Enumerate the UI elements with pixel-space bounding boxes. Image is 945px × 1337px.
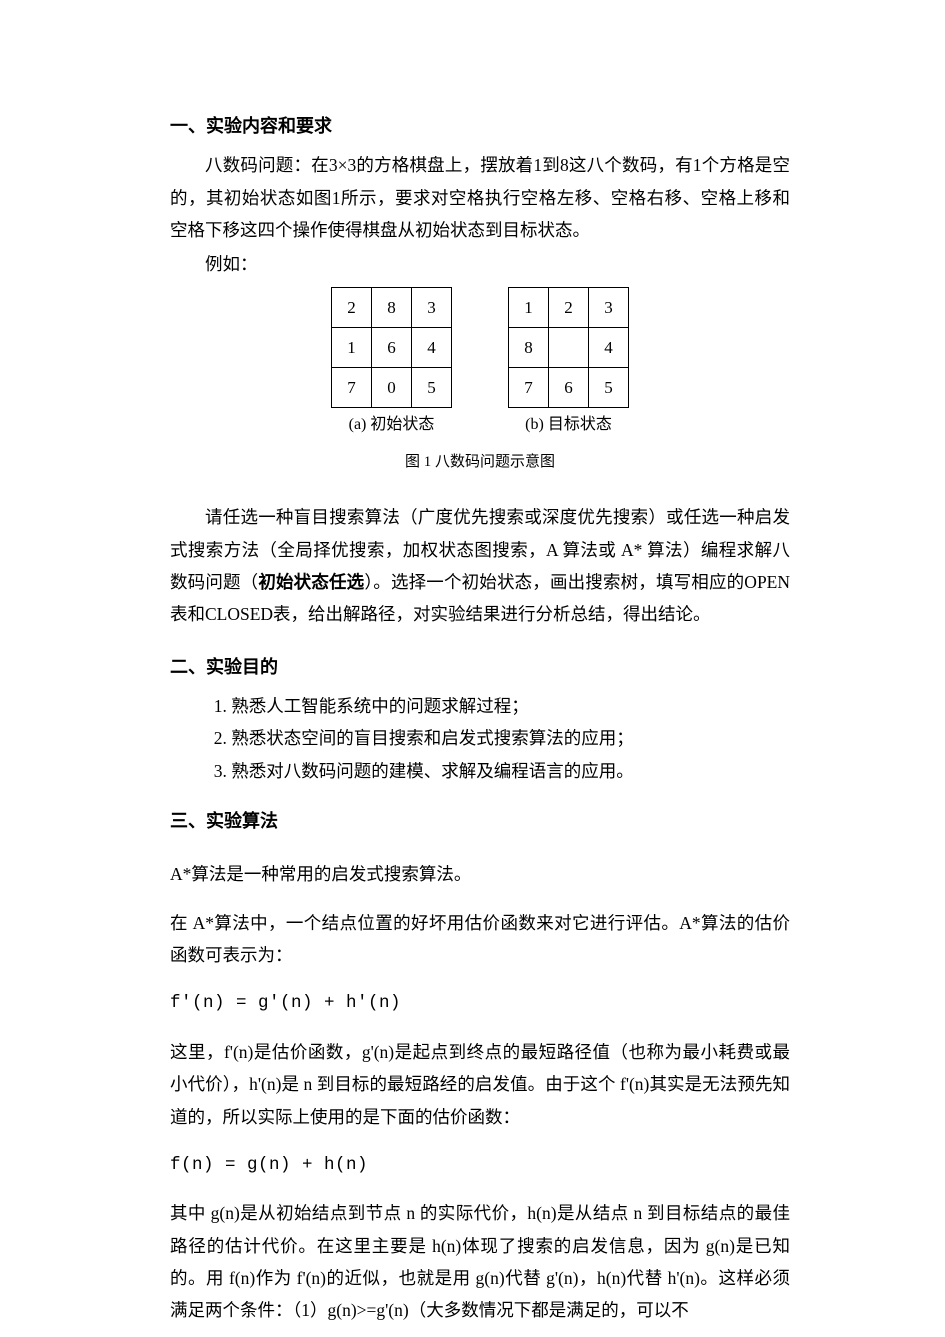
cell: 3 bbox=[589, 287, 629, 327]
list-item: 3. 熟悉对八数码问题的建模、求解及编程语言的应用。 bbox=[170, 755, 790, 787]
cell: 1 bbox=[509, 287, 549, 327]
cell: 5 bbox=[412, 367, 452, 407]
grid-b-caption: (b) 目标状态 bbox=[508, 410, 629, 440]
cell: 6 bbox=[372, 327, 412, 367]
cell: 6 bbox=[549, 367, 589, 407]
section1-title: 一、实验内容和要求 bbox=[170, 110, 790, 143]
list-item: 1. 熟悉人工智能系统中的问题求解过程； bbox=[170, 690, 790, 722]
cell: 2 bbox=[332, 287, 372, 327]
cell: 0 bbox=[372, 367, 412, 407]
cell bbox=[549, 327, 589, 367]
section3-title: 三、实验算法 bbox=[170, 805, 790, 838]
grid-a: 2 8 3 1 6 4 7 0 5 (a) 初始状态 bbox=[331, 287, 452, 440]
figure-1-caption: 图 1 八数码问题示意图 bbox=[170, 449, 790, 477]
section1-p2-bold: 初始状态任选 bbox=[258, 572, 364, 592]
section3-f1: f'(n) = g'(n) + h'(n) bbox=[170, 987, 790, 1019]
section3-p2: 在 A*算法中，一个结点位置的好坏用估价函数来对它进行评估。A*算法的估价函数可… bbox=[170, 907, 790, 972]
section2-title: 二、实验目的 bbox=[170, 651, 790, 684]
grid-a-table: 2 8 3 1 6 4 7 0 5 bbox=[331, 287, 452, 408]
section3-p4: 其中 g(n)是从初始结点到节点 n 的实际代价，h(n)是从结点 n 到目标结… bbox=[170, 1197, 790, 1327]
grid-b-table: 1 2 3 8 4 7 6 5 bbox=[508, 287, 629, 408]
cell: 4 bbox=[412, 327, 452, 367]
section1-p2: 请任选一种盲目搜索算法（广度优先搜索或深度优先搜索）或任选一种启发式搜索方法（全… bbox=[170, 501, 790, 631]
cell: 1 bbox=[332, 327, 372, 367]
section3-p3: 这里，f'(n)是估价函数，g'(n)是起点到终点的最短路径值（也称为最小耗费或… bbox=[170, 1036, 790, 1133]
section2-list: 1. 熟悉人工智能系统中的问题求解过程； 2. 熟悉状态空间的盲目搜索和启发式搜… bbox=[170, 690, 790, 787]
grid-b: 1 2 3 8 4 7 6 5 (b) 目标状态 bbox=[508, 287, 629, 440]
grid-a-caption: (a) 初始状态 bbox=[331, 410, 452, 440]
example-label: 例如： bbox=[170, 248, 790, 280]
cell: 8 bbox=[509, 327, 549, 367]
section3-f2: f(n) = g(n) + h(n) bbox=[170, 1149, 790, 1181]
cell: 8 bbox=[372, 287, 412, 327]
cell: 4 bbox=[589, 327, 629, 367]
section1-p1: 八数码问题：在3×3的方格棋盘上，摆放着1到8这八个数码，有1个方格是空的，其初… bbox=[170, 149, 790, 246]
cell: 3 bbox=[412, 287, 452, 327]
cell: 7 bbox=[332, 367, 372, 407]
cell: 2 bbox=[549, 287, 589, 327]
cell: 5 bbox=[589, 367, 629, 407]
figure-1: 2 8 3 1 6 4 7 0 5 (a) 初始状态 1 2 3 bbox=[170, 287, 790, 440]
cell: 7 bbox=[509, 367, 549, 407]
section3-p1: A*算法是一种常用的启发式搜索算法。 bbox=[170, 858, 790, 890]
list-item: 2. 熟悉状态空间的盲目搜索和启发式搜索算法的应用； bbox=[170, 722, 790, 754]
